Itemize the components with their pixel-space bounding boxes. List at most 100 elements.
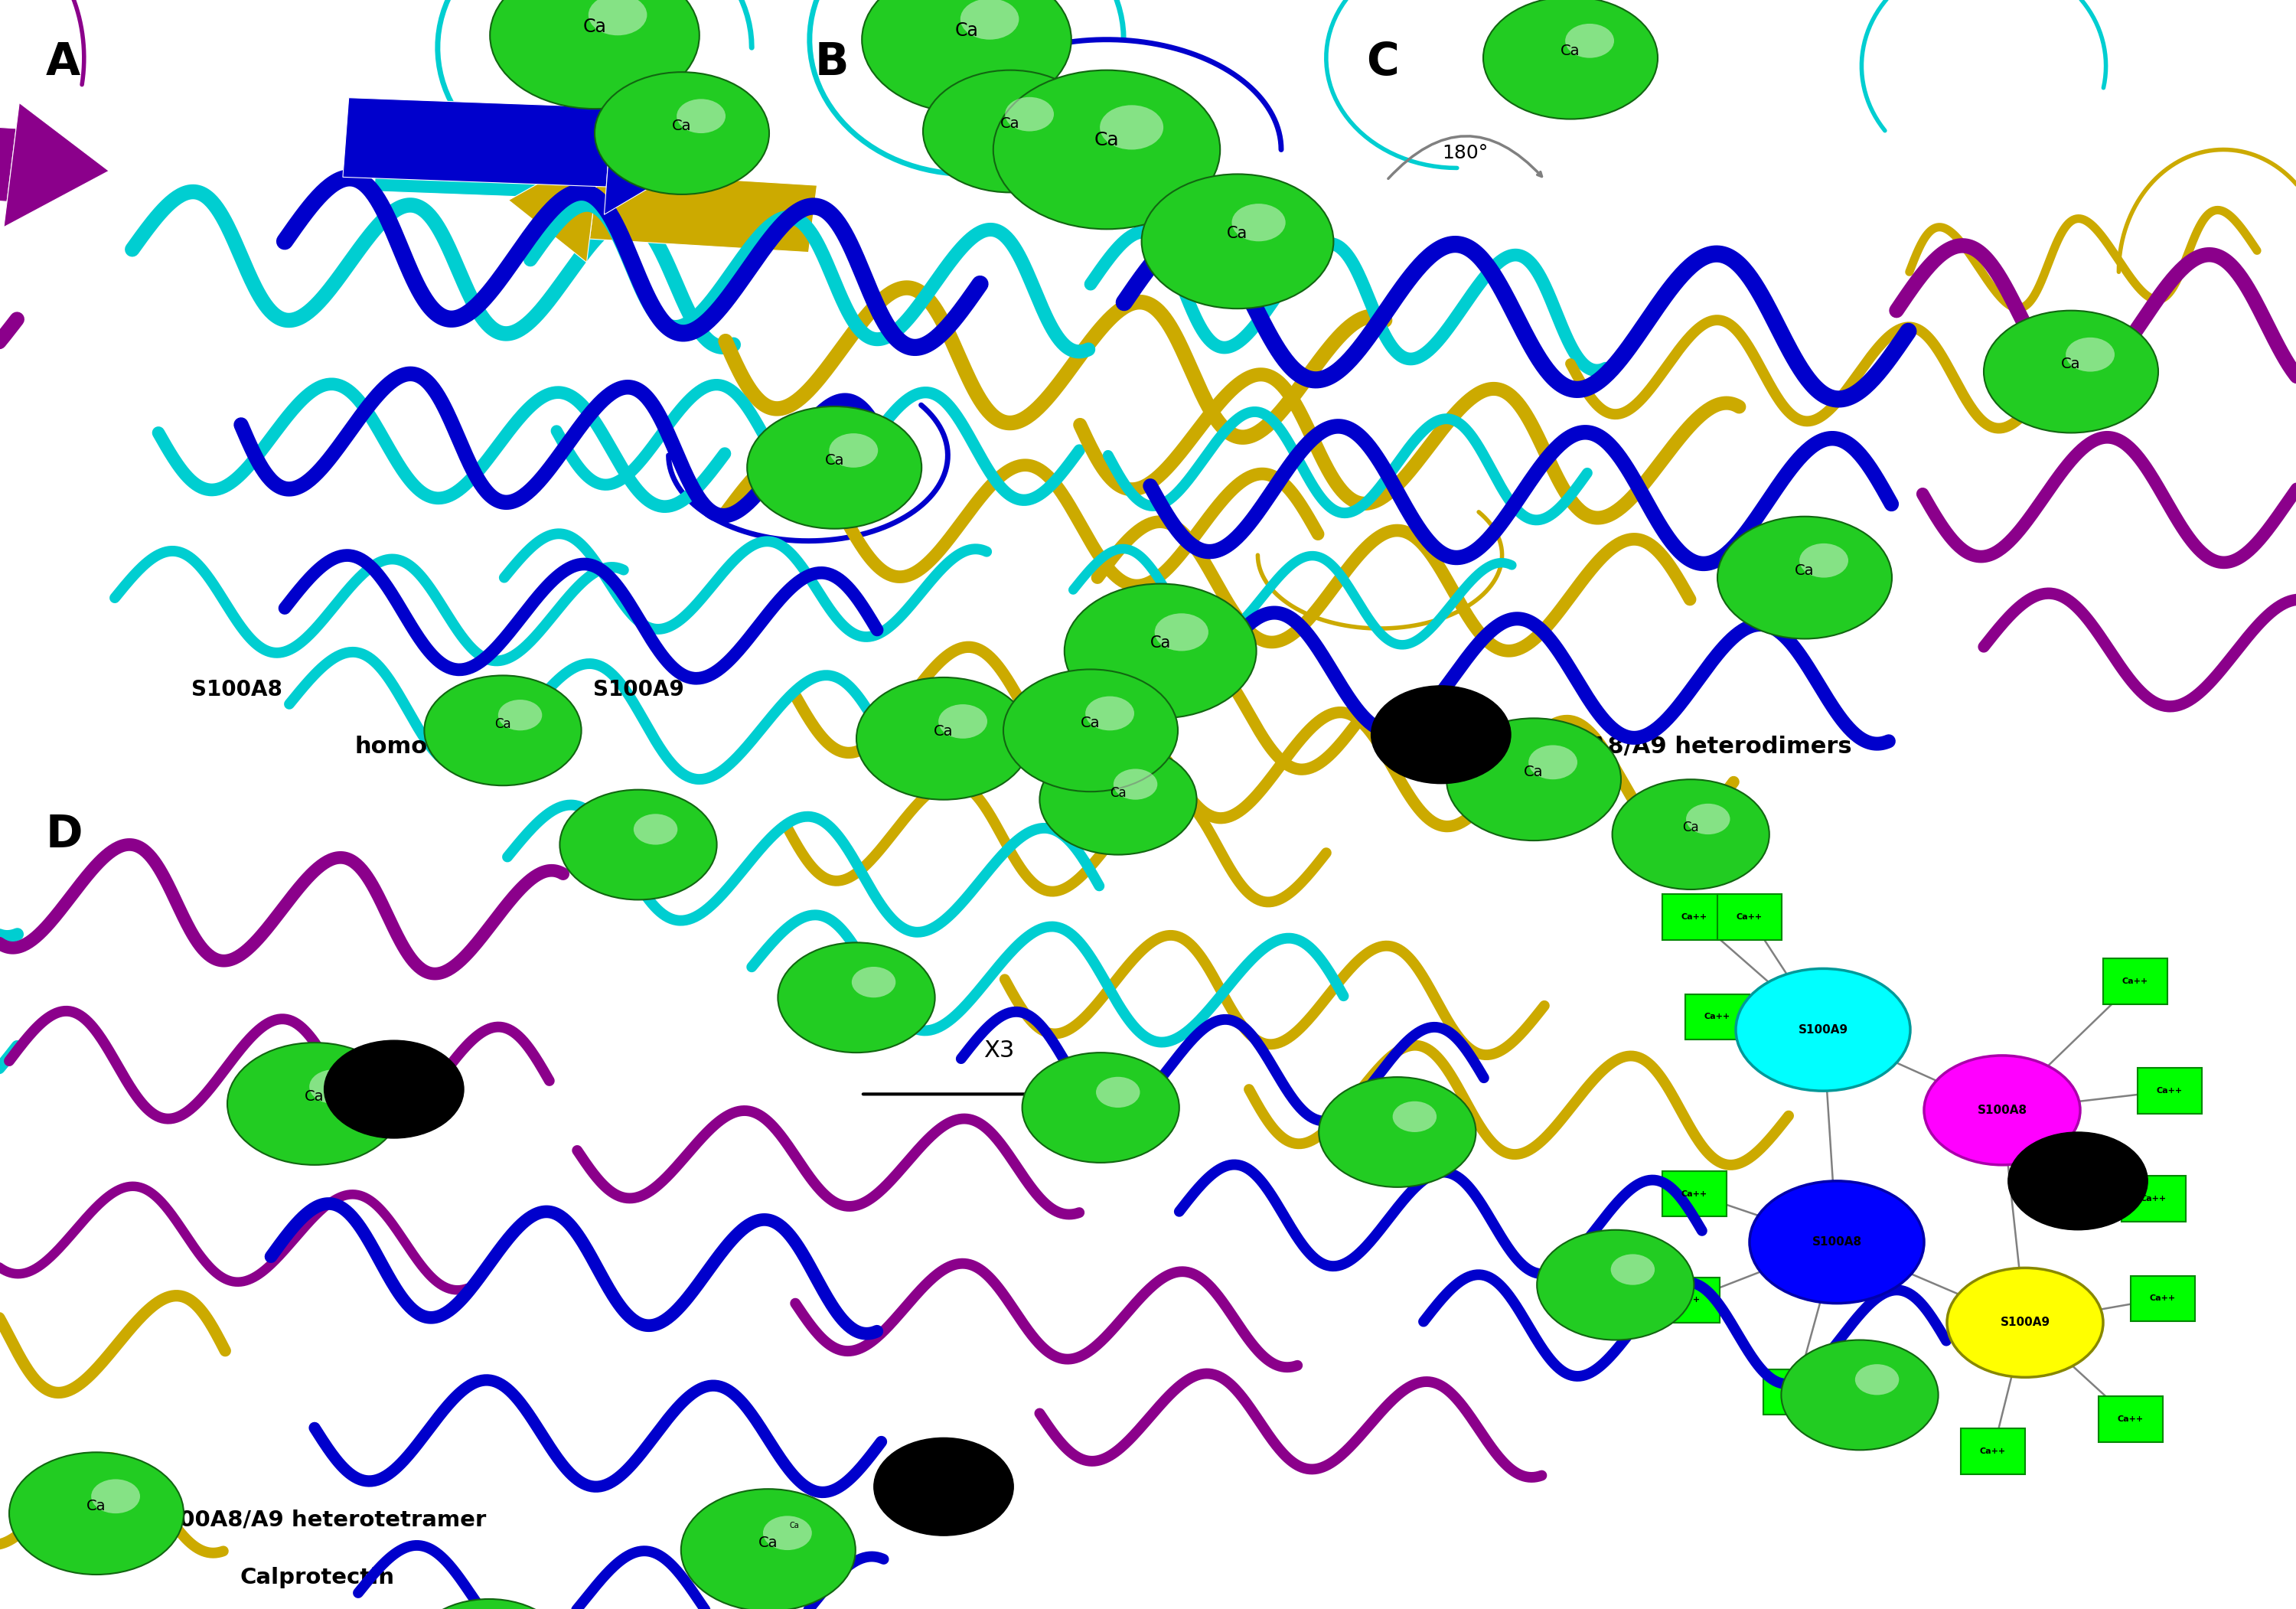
Text: Ca++: Ca++	[1681, 914, 1708, 920]
Circle shape	[92, 1479, 140, 1514]
Circle shape	[1446, 718, 1621, 840]
Text: S100A8: S100A8	[1812, 1236, 1862, 1249]
Circle shape	[227, 1043, 402, 1165]
Circle shape	[1141, 174, 1334, 309]
Text: Ca: Ca	[494, 718, 512, 730]
Text: Ca: Ca	[583, 18, 606, 35]
Circle shape	[2066, 338, 2115, 372]
Text: Ca++: Ca++	[2117, 1416, 2144, 1422]
Text: Ca: Ca	[1150, 636, 1171, 650]
Text: Ca: Ca	[1525, 764, 1543, 779]
Text: F: F	[1722, 813, 1752, 856]
Text: E: E	[1125, 813, 1155, 856]
Circle shape	[746, 407, 921, 529]
Polygon shape	[374, 124, 599, 200]
Text: Ca: Ca	[1095, 130, 1118, 150]
Text: Ca: Ca	[934, 724, 953, 739]
Circle shape	[1685, 803, 1731, 835]
Circle shape	[1984, 311, 2158, 433]
Text: Ca++: Ca++	[1674, 1297, 1701, 1303]
Text: D: D	[46, 813, 83, 856]
Circle shape	[9, 1453, 184, 1575]
Circle shape	[1750, 1181, 1924, 1303]
Text: Ca: Ca	[673, 119, 691, 134]
Circle shape	[1736, 969, 1910, 1091]
Circle shape	[1947, 1268, 2103, 1377]
Circle shape	[498, 700, 542, 730]
Circle shape	[310, 1070, 358, 1104]
Polygon shape	[590, 172, 817, 253]
Text: S100A8: S100A8	[191, 679, 282, 700]
Text: 180°: 180°	[1442, 143, 1488, 163]
Circle shape	[1155, 613, 1208, 652]
Circle shape	[1006, 97, 1054, 132]
Text: Ca: Ca	[87, 1500, 106, 1514]
Circle shape	[677, 100, 726, 134]
Circle shape	[1566, 24, 1614, 58]
Text: Ca: Ca	[1081, 716, 1100, 730]
Circle shape	[861, 0, 1072, 113]
Circle shape	[1529, 745, 1577, 779]
Text: Ca: Ca	[824, 454, 845, 468]
Polygon shape	[342, 98, 613, 187]
Circle shape	[1483, 0, 1658, 119]
Circle shape	[1394, 1101, 1437, 1133]
Text: Calprotectin: Calprotectin	[239, 1567, 395, 1588]
Text: Ca++: Ca++	[1736, 914, 1763, 920]
Circle shape	[960, 0, 1019, 40]
Circle shape	[1065, 584, 1256, 718]
Circle shape	[856, 677, 1031, 800]
Text: Ca++: Ca++	[1704, 1014, 1731, 1020]
Text: S100A9: S100A9	[592, 679, 684, 700]
Circle shape	[1717, 516, 1892, 639]
Circle shape	[1536, 1229, 1694, 1340]
Circle shape	[1924, 1056, 2080, 1165]
Circle shape	[1612, 1253, 1655, 1286]
Text: Ca: Ca	[1795, 563, 1814, 578]
Circle shape	[1086, 697, 1134, 730]
Circle shape	[682, 1488, 856, 1609]
Circle shape	[1040, 745, 1196, 854]
Circle shape	[634, 814, 677, 845]
Text: Ca: Ca	[790, 1522, 799, 1530]
Text: S100A9: S100A9	[2000, 1316, 2050, 1329]
Circle shape	[829, 433, 877, 468]
Text: Ca++: Ca++	[2122, 978, 2149, 985]
Text: Ca: Ca	[758, 1535, 778, 1549]
Polygon shape	[592, 109, 682, 222]
Circle shape	[560, 790, 716, 899]
Text: Ca: Ca	[1561, 43, 1580, 58]
Text: Ca++: Ca++	[1681, 1191, 1708, 1197]
Circle shape	[425, 676, 581, 785]
Circle shape	[411, 1599, 567, 1609]
Text: Ca: Ca	[2062, 357, 2080, 372]
Text: A: A	[46, 40, 80, 84]
Circle shape	[1800, 544, 1848, 578]
Text: S100A8/A9 heterodimers: S100A8/A9 heterodimers	[1525, 735, 1851, 758]
Circle shape	[1231, 204, 1286, 241]
Text: Ca: Ca	[955, 21, 978, 40]
Circle shape	[324, 1041, 464, 1138]
Circle shape	[923, 71, 1097, 193]
Text: Ca: Ca	[1226, 225, 1249, 241]
Polygon shape	[510, 148, 602, 262]
Text: Ca++: Ca++	[1979, 1448, 2007, 1455]
Circle shape	[489, 0, 700, 109]
Circle shape	[875, 1438, 1013, 1535]
Circle shape	[595, 72, 769, 195]
Text: C: C	[1366, 40, 1398, 84]
Text: S100A8/A9 heterotetramer: S100A8/A9 heterotetramer	[147, 1509, 487, 1530]
Circle shape	[1022, 1052, 1180, 1163]
Circle shape	[1095, 1076, 1139, 1107]
Text: B: B	[815, 40, 850, 84]
Circle shape	[1855, 1364, 1899, 1395]
Text: Ca++: Ca++	[1782, 1389, 1809, 1395]
Text: Ca: Ca	[1109, 787, 1127, 800]
Text: X3: X3	[983, 1039, 1015, 1062]
Text: homodimers: homodimers	[354, 735, 519, 758]
Text: S100A9: S100A9	[1798, 1023, 1848, 1036]
Text: Ca++: Ca++	[2140, 1195, 2167, 1202]
Circle shape	[1003, 669, 1178, 792]
Circle shape	[939, 705, 987, 739]
Text: Ca: Ca	[305, 1089, 324, 1104]
